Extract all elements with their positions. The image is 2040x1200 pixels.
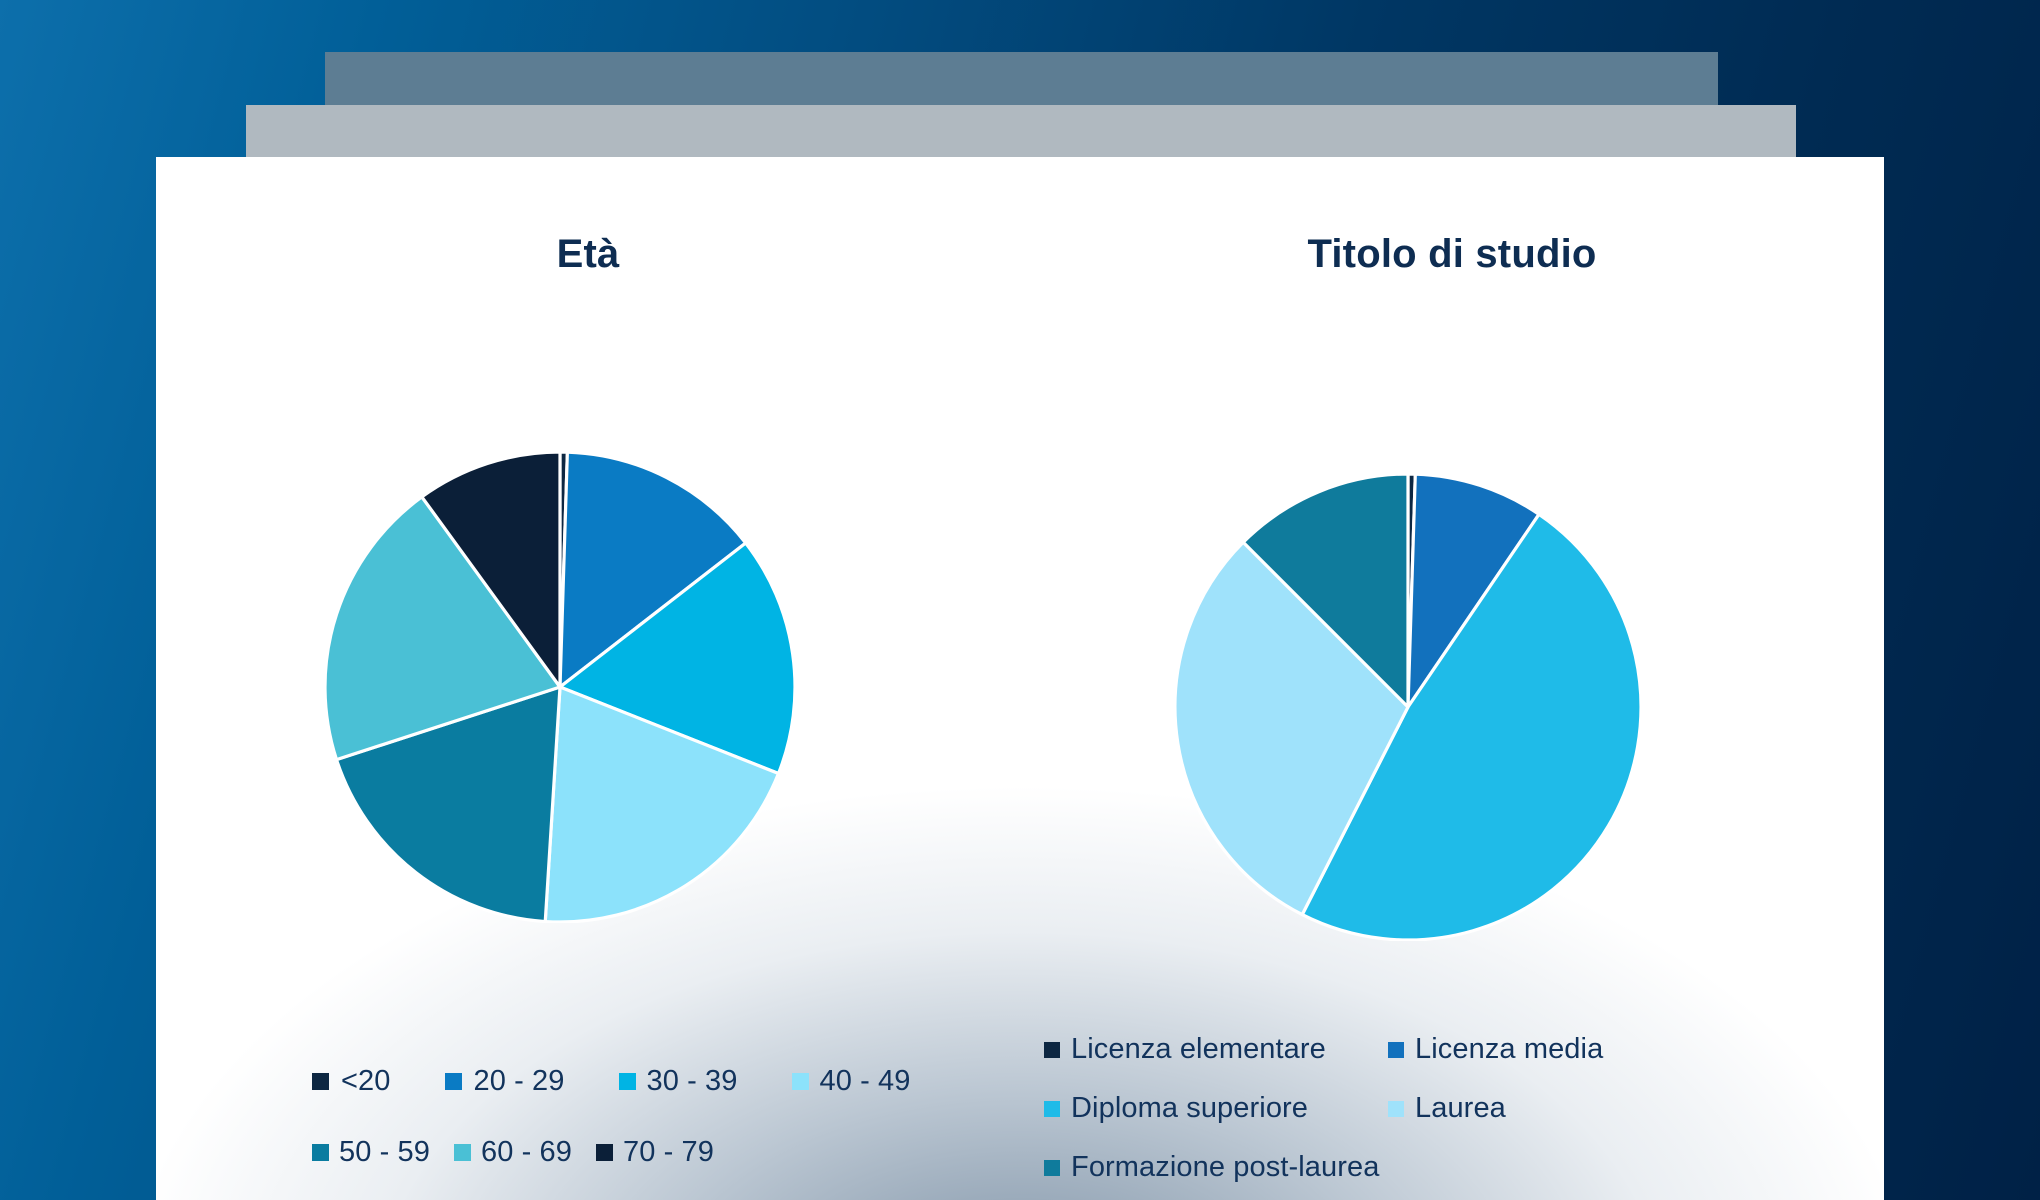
pie-chart-age-svg [324, 451, 796, 923]
legend-item[interactable]: <20 [312, 1065, 391, 1098]
legend-swatch-icon [312, 1144, 329, 1161]
legend-item[interactable]: 30 - 39 [618, 1065, 738, 1098]
legend-item-label: Licenza media [1415, 1033, 1604, 1065]
legend-age-row-1: <20 20 - 29 30 - 39 40 - 49 [156, 1065, 1020, 1098]
legend-item-label: Formazione post-laurea [1071, 1151, 1380, 1183]
legend-item[interactable]: 60 - 69 [454, 1136, 572, 1169]
legend-item[interactable]: Licenza media [1388, 1033, 1603, 1066]
legend-item[interactable]: 20 - 29 [444, 1065, 565, 1098]
legend-swatch-icon [1388, 1100, 1404, 1117]
legend-swatch-icon [1044, 1041, 1060, 1058]
legend-swatch-icon [618, 1073, 636, 1090]
legend-item[interactable]: Diploma superiore [1044, 1092, 1388, 1125]
legend-item[interactable]: 70 - 79 [596, 1136, 714, 1169]
legend-item-label: 40 - 49 [819, 1065, 911, 1097]
panel-title-age: Età [556, 232, 620, 276]
panel-title-education: Titolo di studio [1307, 232, 1597, 276]
legend-education-row-3: Formazione post-laurea [1020, 1151, 1884, 1184]
pie-chart-education [1174, 473, 1642, 941]
pie-chart-education-svg [1174, 473, 1642, 941]
legend-item[interactable]: 40 - 49 [791, 1065, 911, 1098]
slide-content-card: Età <20 20 - 29 30 - 39 [156, 157, 1884, 1200]
legend-age: <20 20 - 29 30 - 39 40 - 49 [156, 1065, 1020, 1169]
pie-slice[interactable] [558, 451, 748, 689]
pie-slice[interactable] [1406, 473, 1541, 709]
legend-item-label: Diploma superiore [1071, 1092, 1309, 1124]
legend-item-label: 20 - 29 [473, 1065, 565, 1097]
pie-slice[interactable] [420, 451, 562, 689]
legend-swatch-icon [1388, 1041, 1404, 1058]
legend-item[interactable]: Laurea [1388, 1092, 1506, 1125]
legend-swatch-icon [444, 1073, 462, 1090]
legend-education-row-2: Diploma superiore Laurea [1020, 1092, 1884, 1125]
legend-education-row-1: Licenza elementare Licenza media [1020, 1033, 1884, 1066]
legend-item-label: <20 [341, 1065, 391, 1097]
pie-slice[interactable] [334, 685, 562, 923]
legend-item[interactable]: Licenza elementare [1044, 1033, 1388, 1066]
legend-item[interactable]: 50 - 59 [312, 1136, 430, 1169]
legend-item-label: 30 - 39 [646, 1065, 738, 1097]
legend-swatch-icon [791, 1073, 809, 1090]
legend-item-label: Laurea [1415, 1092, 1506, 1124]
legend-item-label: Licenza elementare [1071, 1033, 1326, 1065]
pie-chart-age [324, 451, 796, 923]
legend-item-label: 50 - 59 [339, 1136, 430, 1168]
pie-slice[interactable] [1241, 473, 1410, 709]
legend-item[interactable]: Formazione post-laurea [1044, 1151, 1379, 1184]
legend-age-row-2: 50 - 59 60 - 69 70 - 79 [156, 1136, 1020, 1169]
pie-slice[interactable] [1174, 540, 1410, 917]
panel-education: Titolo di studio Licenza elementare Lice… [1020, 157, 1884, 1200]
legend-swatch-icon [312, 1073, 329, 1090]
pie-slice[interactable] [1300, 512, 1642, 941]
legend-swatch-icon [1044, 1159, 1060, 1176]
legend-swatch-icon [454, 1144, 471, 1161]
legend-education: Licenza elementare Licenza media Diploma… [1020, 1033, 1884, 1184]
legend-item-label: 70 - 79 [623, 1136, 714, 1168]
pie-slice[interactable] [558, 541, 796, 776]
legend-item-label: 60 - 69 [481, 1136, 572, 1168]
panel-age: Età <20 20 - 29 30 - 39 [156, 157, 1020, 1200]
legend-swatch-icon [596, 1144, 613, 1161]
pie-slice[interactable] [543, 685, 781, 923]
legend-swatch-icon [1044, 1100, 1060, 1117]
pie-slice[interactable] [324, 495, 562, 762]
